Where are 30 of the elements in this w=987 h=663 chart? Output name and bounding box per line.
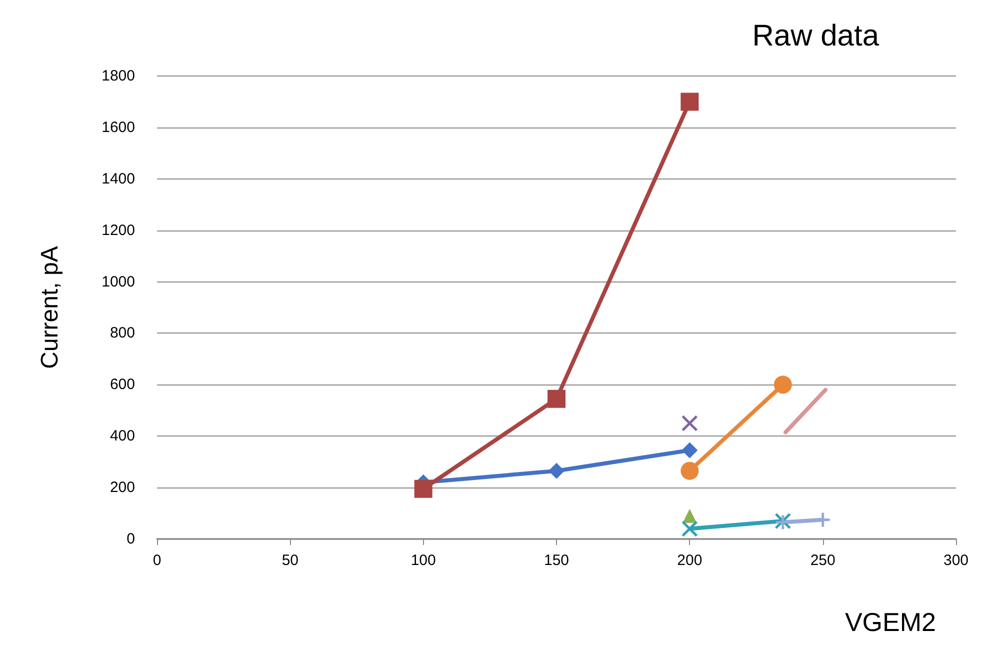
y-tick-label: 1400 <box>102 170 135 188</box>
x-tick-label: 150 <box>544 552 570 569</box>
y-tick-label: 0 <box>126 530 135 548</box>
x-tick-label: 300 <box>943 552 969 569</box>
point <box>774 376 792 394</box>
x-axis-title: VGEM2 <box>844 607 936 637</box>
point <box>681 520 698 537</box>
y-tick-label: 1000 <box>102 273 135 290</box>
y-tick-label: 800 <box>110 324 135 342</box>
x-tick-label: 50 <box>282 552 299 569</box>
point <box>680 462 699 480</box>
x-tick-label: 200 <box>677 552 702 569</box>
point <box>548 462 564 479</box>
x-tick-label: 0 <box>152 552 162 569</box>
x-tick-label: 100 <box>410 552 436 569</box>
point <box>414 480 432 498</box>
point <box>680 92 699 111</box>
y-tick-label: 1800 <box>102 68 135 84</box>
x-tick-label: 250 <box>810 552 836 569</box>
y-tick-label: 400 <box>110 428 135 445</box>
y-tick-label: 600 <box>110 376 135 394</box>
y-tick-label: 1600 <box>102 118 135 136</box>
y-tick-label: 1200 <box>102 222 135 239</box>
point <box>682 508 697 523</box>
y-axis-title: Current, pA <box>36 246 64 369</box>
point <box>681 415 698 432</box>
point <box>548 390 566 408</box>
chart-title: Raw data <box>752 20 880 52</box>
y-tick-label: 200 <box>110 479 135 496</box>
point <box>682 442 698 458</box>
